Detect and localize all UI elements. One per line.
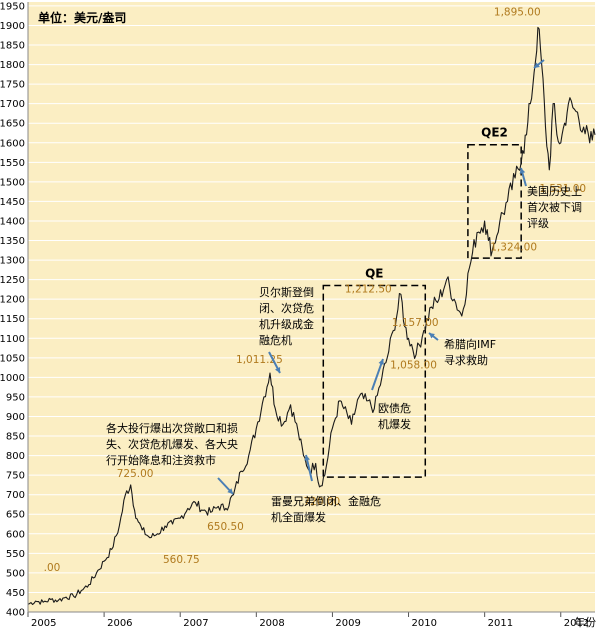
y-tick-label: 1300 (0, 256, 25, 267)
y-tick-label: 1450 (0, 197, 25, 208)
y-tick-label: 1600 (0, 138, 25, 149)
y-tick-label: 1150 (0, 314, 25, 325)
y-tick-label: 1000 (0, 373, 25, 384)
y-tick-label: 1350 (0, 236, 25, 247)
annotation-text: 欧债危机爆发 (378, 401, 411, 431)
x-tick-label: 2007 (183, 618, 208, 629)
value-label: 1,324.00 (490, 242, 537, 254)
annotation-arrow-head (534, 62, 540, 68)
y-tick-label: 1700 (0, 99, 25, 110)
annotation-arrows (217, 59, 545, 495)
qe-box (322, 284, 427, 478)
qe-box-label: QE2 (481, 126, 508, 140)
y-tick-label: 650 (6, 510, 25, 521)
unit-label: 单位：美元/盎司 (38, 10, 126, 25)
value-label: 1,531.00 (539, 183, 586, 195)
y-tick-label: 950 (6, 392, 25, 403)
annotation-arrow-head (227, 488, 233, 494)
x-axis-ticks: 2005 2006 2007 2008 2009 2010 2011 2012 (27, 612, 589, 629)
grid (28, 5, 595, 613)
annotation-arrow-head (519, 168, 526, 174)
annotation-arrow-head (429, 333, 435, 339)
y-tick-label: 1050 (0, 353, 25, 364)
x-tick-label: 2010 (412, 618, 437, 629)
annotation-text: 贝尔斯登倒闭、次贷危机升级成金融危机 (259, 285, 314, 347)
annotation-arrow-head (275, 367, 281, 373)
qe-box (467, 143, 522, 259)
x-tick-label: 2005 (31, 618, 56, 629)
y-tick-label: 700 (6, 490, 25, 501)
y-tick-label: 1400 (0, 216, 25, 227)
y-tick-label: 1500 (0, 177, 25, 188)
x-tick-label: 2011 (488, 618, 513, 629)
annotation-arrow-head (378, 359, 384, 365)
y-tick-label: 550 (6, 549, 25, 560)
value-label: 1,895.00 (494, 6, 541, 18)
price-series (27, 26, 596, 606)
value-label: 720.00 (303, 496, 340, 508)
y-tick-label: 1200 (0, 295, 25, 306)
qe-box-label: QE (365, 266, 383, 280)
y-tick-label: 900 (6, 412, 25, 423)
y-tick-label: 1950 (0, 1, 25, 12)
annotation-text: 各大投行爆出次贷敞口和损失、次贷危机爆发、各大央行开始降息和注资救市 (106, 421, 238, 467)
x-tick-label: 2008 (259, 618, 284, 629)
y-tick-label: 1550 (0, 158, 25, 169)
value-label: .00 (44, 562, 61, 574)
x-axis-label: 年份 (574, 615, 596, 629)
y-tick-label: 1100 (0, 334, 25, 345)
annotation-text: 雷曼兄弟倒闭、金融危机全面爆发 (271, 494, 381, 524)
annotations: 各大投行爆出次贷敞口和损失、次贷危机爆发、各大央行开始降息和注资救市 贝尔斯登倒闭… (106, 185, 582, 524)
y-axis-ticks: 400 450 500 550 600 650 700 750 800 850 900 950 1000… (0, 1, 25, 618)
y-tick-label: 600 (6, 529, 25, 540)
x-tick-label: 2009 (335, 618, 360, 629)
value-label: 1,157.00 (392, 317, 439, 329)
value-label: 1,212.50 (345, 283, 392, 295)
y-tick-label: 1750 (0, 80, 25, 91)
annotation-text: 美国历史上首次被下调评级 (527, 185, 582, 230)
y-tick-label: 1850 (0, 41, 25, 52)
price-line (27, 26, 596, 606)
y-tick-label: 800 (6, 451, 25, 462)
annotation-text: 希腊向IMF 寻求救助 (444, 337, 496, 367)
value-label: 725.00 (117, 468, 154, 480)
y-tick-label: 1250 (0, 275, 25, 286)
x-tick-label: 2006 (107, 618, 132, 629)
y-tick-label: 750 (6, 471, 25, 482)
value-label: 650.50 (207, 521, 244, 533)
y-tick-label: 1900 (0, 21, 25, 32)
y-tick-label: 500 (6, 568, 25, 579)
qe-boxes: QE QE2 (322, 126, 522, 478)
value-labels: .00725.00560.75650.501,011.25720.001,212… (44, 6, 586, 574)
y-tick-label: 1800 (0, 60, 25, 71)
y-tick-label: 1650 (0, 119, 25, 130)
value-label: 560.75 (163, 554, 200, 566)
y-tick-label: 450 (6, 588, 25, 599)
y-tick-label: 850 (6, 432, 25, 443)
annotation-arrow-head (304, 455, 310, 461)
value-label: 1,058.00 (390, 360, 437, 372)
x-tick-label: 2012 (564, 618, 589, 629)
annotation-arrow (371, 358, 384, 391)
y-tick-label: 400 (6, 608, 25, 619)
